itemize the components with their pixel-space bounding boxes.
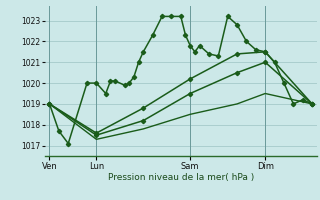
X-axis label: Pression niveau de la mer( hPa ): Pression niveau de la mer( hPa ) — [108, 173, 254, 182]
